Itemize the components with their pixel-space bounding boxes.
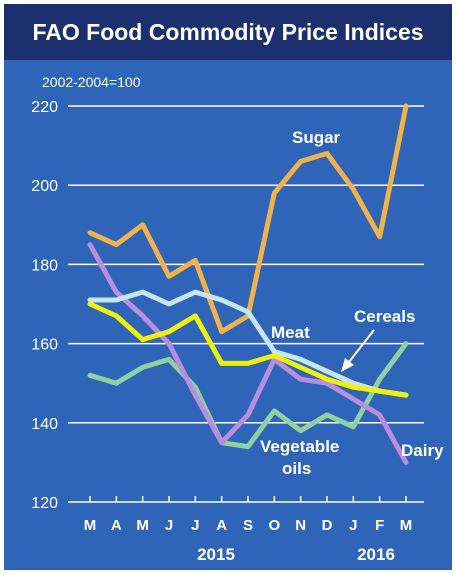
x-tick-label: M [84,517,97,534]
cereals-pointer-arrowhead [341,358,354,372]
series-line-dairy [87,242,409,465]
series-line-sugar [87,103,409,335]
x-tick-label: J [349,517,357,534]
series-label-vegetable-oils-line2: oils [282,459,311,478]
x-tick-label: S [243,517,253,534]
y-tick-label: 180 [31,257,58,274]
series-label-meat: Meat [271,323,310,342]
plot-background [4,60,452,570]
year-label-2016: 2016 [357,545,395,564]
x-tick-label: A [216,517,227,534]
y-tick-label: 120 [31,495,58,512]
chart-title: FAO Food Commodity Price Indices [32,19,424,45]
x-tick-label: F [375,517,384,534]
series-line-meat [87,289,409,398]
x-tick-label: M [400,517,413,534]
x-tick-label: D [322,517,333,534]
x-tick-label: O [268,517,280,534]
x-tick-label: M [136,517,149,534]
series-label-sugar: Sugar [292,128,341,147]
series-label-cereals: Cereals [354,307,415,326]
series-label-dairy: Dairy [401,441,444,460]
title-bar: FAO Food Commodity Price Indices [4,4,452,60]
x-tick-label: A [111,517,122,534]
series-line-cereals [87,301,409,398]
series-line-vegetable-oils [87,341,409,450]
y-tick-label: 220 [31,99,58,116]
x-tick-label: J [165,517,173,534]
y-tick-label: 140 [31,416,58,433]
x-tick-label: N [295,517,306,534]
y-tick-label: 200 [31,178,58,195]
y-tick-label: 160 [31,337,58,354]
base-note: 2002-2004=100 [42,74,141,90]
year-label-2015: 2015 [197,545,235,564]
x-tick-label: J [191,517,199,534]
series-label-vegetable-oils-line1: Vegetable [260,437,339,456]
cereals-pointer-line [348,329,375,363]
